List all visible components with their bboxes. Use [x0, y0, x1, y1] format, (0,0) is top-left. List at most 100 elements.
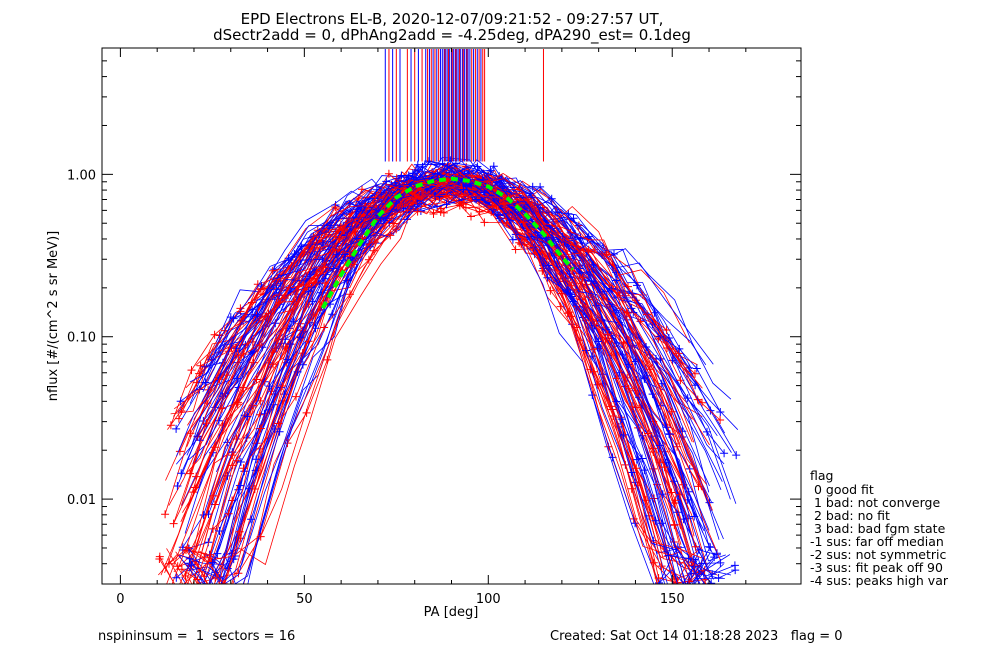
data-point-marker [429, 210, 438, 218]
data-point-marker [280, 276, 289, 285]
data-point-marker [214, 598, 222, 606]
data-point-marker [638, 431, 647, 440]
data-point-marker [698, 590, 706, 598]
data-point-marker [318, 238, 327, 247]
data-point-marker [415, 192, 423, 200]
data-point-marker [186, 469, 194, 478]
data-point-marker [172, 573, 181, 582]
series-line [215, 185, 695, 573]
data-point-marker [528, 182, 537, 191]
data-point-marker [283, 355, 292, 364]
data-point-marker [627, 304, 636, 313]
data-point-marker [173, 482, 182, 490]
series-line [183, 172, 707, 584]
data-point-marker [674, 349, 683, 358]
data-point-marker [547, 194, 556, 203]
data-point-marker [176, 397, 185, 406]
data-point-marker [184, 601, 192, 609]
data-point-marker [655, 441, 664, 450]
data-point-marker [233, 400, 242, 409]
data-point-marker [329, 264, 338, 273]
data-point-marker [289, 317, 298, 326]
series-line [201, 160, 686, 584]
data-point-marker [619, 430, 628, 439]
legend-entry: 1 bad: not converge [810, 495, 940, 510]
data-point-marker [169, 519, 178, 528]
data-point-marker [662, 326, 671, 334]
data-point-marker [472, 195, 481, 204]
legend-entry: 2 bad: no fit [810, 508, 890, 523]
data-point-marker [468, 185, 477, 194]
data-point-marker [256, 424, 265, 433]
data-point-marker [187, 366, 196, 375]
data-point-marker [418, 162, 427, 171]
data-point-marker [200, 553, 209, 562]
data-point-marker [594, 337, 603, 346]
data-point-marker [589, 367, 598, 376]
data-point-marker [183, 604, 191, 612]
data-point-marker [384, 169, 393, 178]
series-line [186, 174, 706, 584]
data-point-marker [193, 593, 201, 601]
data-point-marker [228, 451, 237, 460]
data-point-marker [280, 294, 289, 303]
legend: flag 0 good fit 1 bad: not converge 2 ba… [810, 468, 949, 588]
data-point-marker [370, 246, 379, 255]
data-point-marker [295, 333, 304, 341]
data-point-marker [189, 611, 197, 619]
data-point-marker [706, 406, 715, 415]
data-point-marker [442, 200, 451, 209]
data-point-marker [546, 286, 555, 295]
series-line [218, 164, 705, 550]
data-point-marker [208, 558, 217, 567]
data-point-marker [640, 466, 649, 475]
legend-entry: 3 bad: bad fgm state [810, 521, 946, 536]
series-line [177, 173, 710, 547]
data-point-marker [667, 407, 676, 416]
data-point-marker [215, 527, 224, 535]
data-point-marker [250, 485, 259, 493]
data-point-marker [234, 569, 243, 578]
data-point-marker [716, 558, 725, 567]
data-point-marker [623, 309, 632, 317]
series-line [171, 176, 712, 584]
y-tick-label: 0.10 [67, 331, 96, 346]
data-point-marker [683, 394, 692, 403]
data-point-marker [517, 240, 526, 249]
data-point-marker [232, 456, 241, 465]
data-point-marker [508, 235, 517, 244]
data-point-marker [478, 175, 487, 184]
data-point-marker [414, 165, 422, 174]
data-point-marker [685, 363, 694, 372]
peak-markers [384, 49, 544, 162]
data-point-marker [196, 361, 205, 370]
data-point-marker [181, 572, 190, 580]
data-point-marker [320, 323, 329, 332]
data-point-marker [247, 515, 256, 524]
series-line [184, 160, 725, 534]
data-point-marker [664, 334, 673, 342]
data-point-marker [342, 276, 351, 285]
x-tick-label: 0 [116, 592, 124, 607]
data-point-marker [268, 266, 277, 275]
series-line [187, 177, 703, 510]
series-line [187, 182, 695, 584]
data-point-marker [716, 416, 725, 424]
data-point-marker [716, 408, 725, 416]
data-point-marker [294, 282, 303, 291]
data-point-marker [563, 309, 572, 318]
data-point-marker [270, 265, 279, 274]
x-tick-label: 50 [296, 592, 313, 607]
data-point-marker [209, 524, 217, 533]
data-point-marker [292, 392, 300, 401]
data-point-marker [183, 543, 192, 552]
data-point-marker [209, 491, 218, 500]
fit-curve [320, 176, 575, 310]
data-point-marker [323, 355, 332, 364]
data-point-marker [206, 550, 215, 559]
chart-subtitle: dSectr2add = 0, dPhAng2add = -4.25deg, d… [213, 26, 691, 45]
data-point-marker [569, 214, 578, 223]
series-line [189, 163, 700, 584]
data-point-marker [236, 458, 245, 466]
data-point-marker [269, 360, 278, 369]
